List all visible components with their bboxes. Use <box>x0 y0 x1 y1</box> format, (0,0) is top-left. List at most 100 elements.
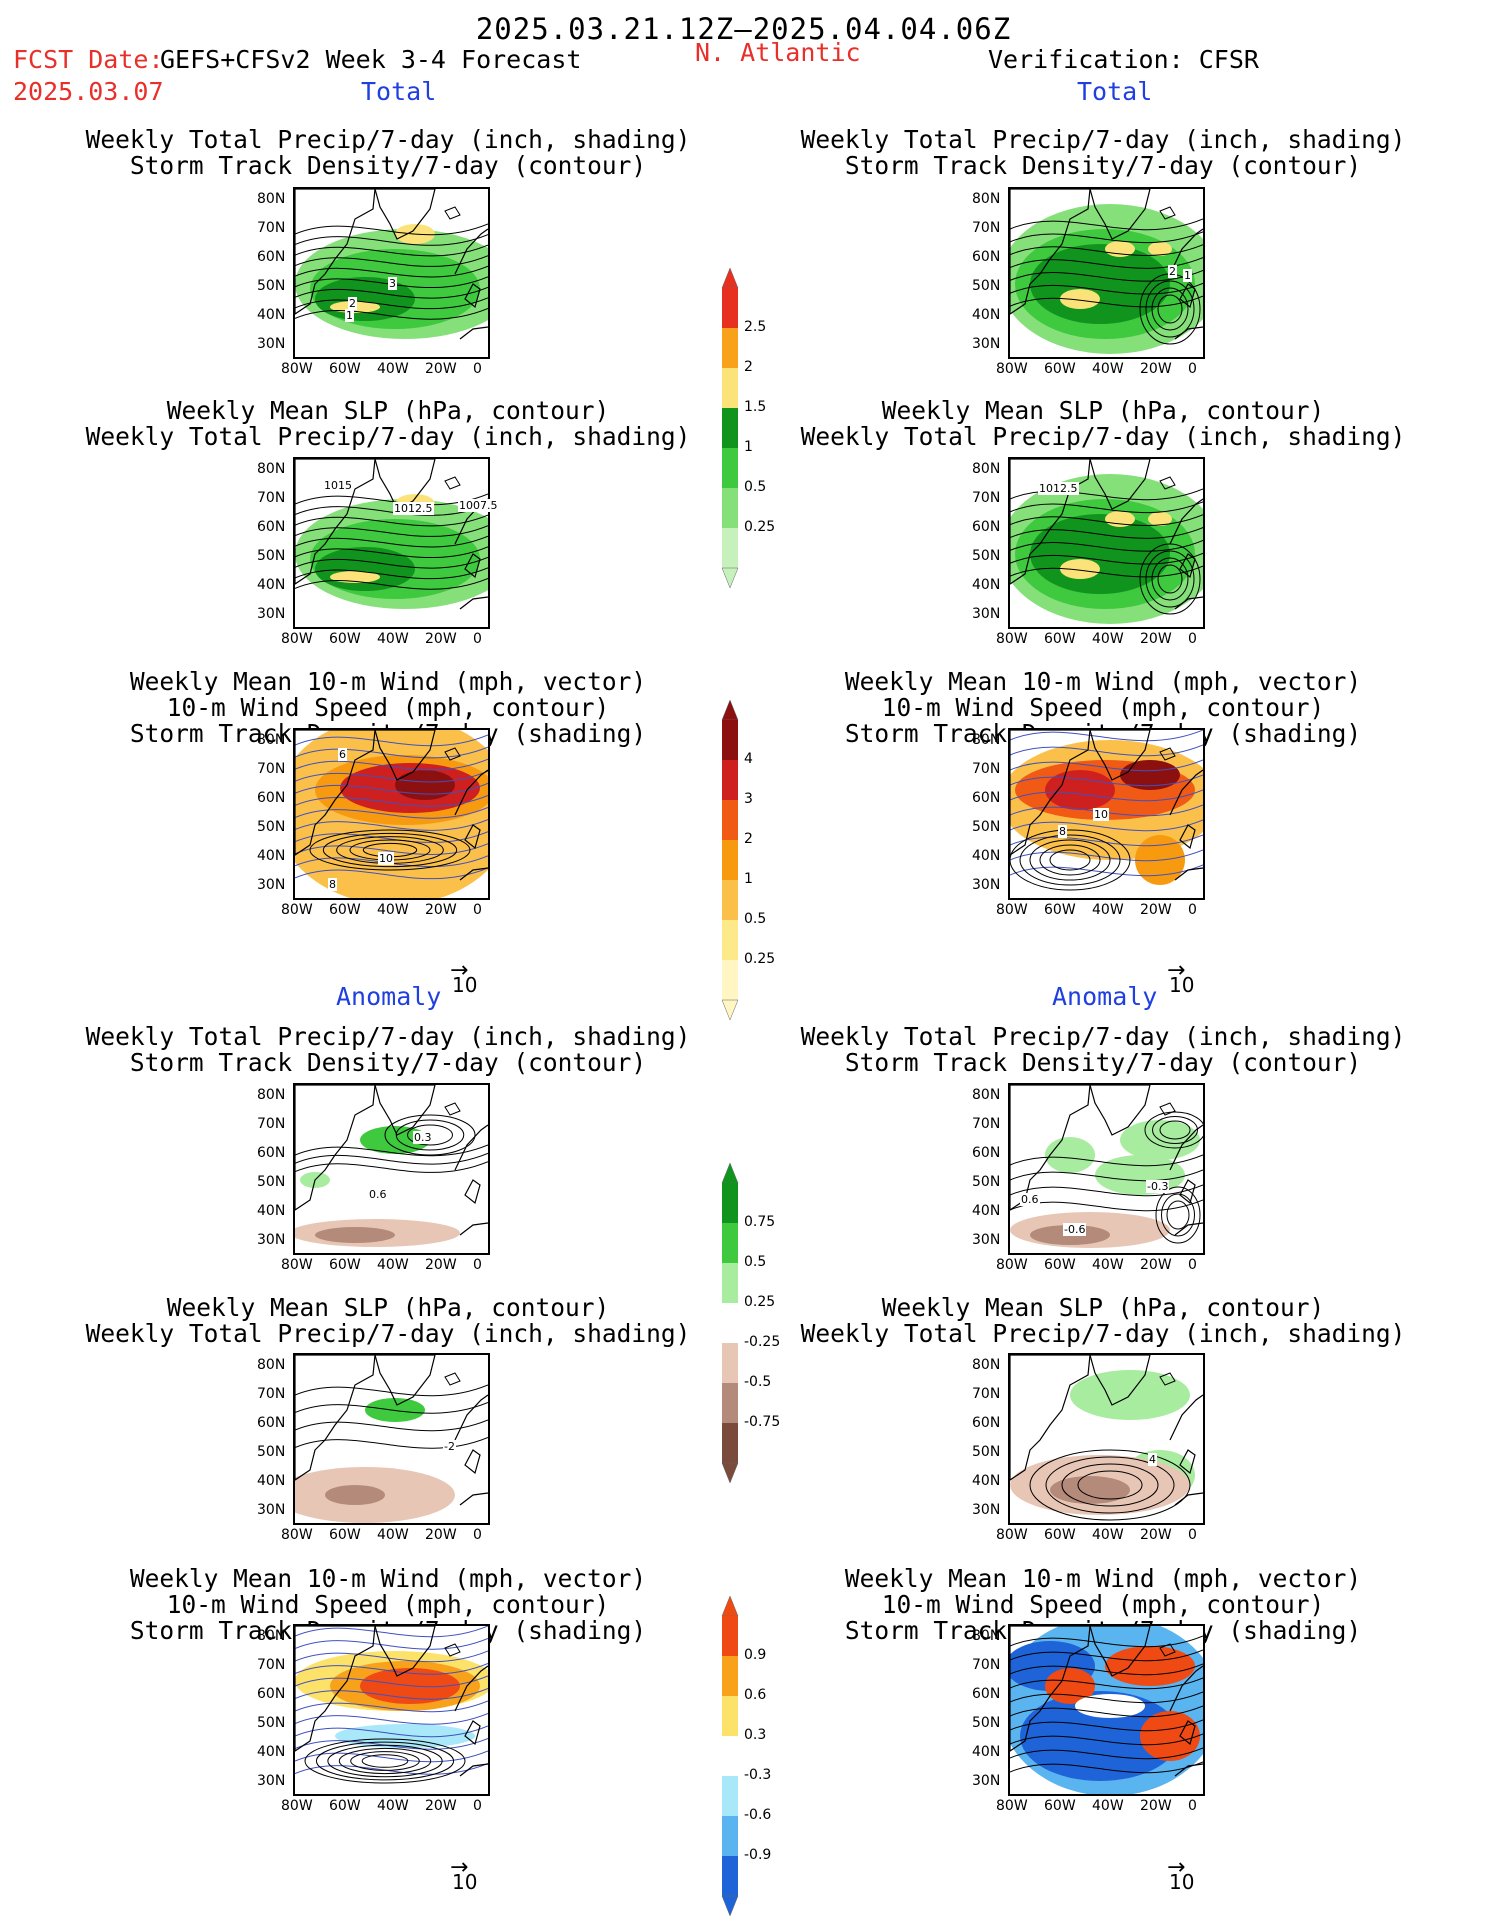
colorbar-label: 2.5 <box>744 319 767 335</box>
lon-tick-label: 40W <box>1092 902 1124 918</box>
map-panel <box>293 1083 490 1255</box>
lon-tick-label: 80W <box>281 902 313 918</box>
lat-tick-label: 40N <box>972 848 1001 864</box>
colorbar-label: -0.9 <box>744 1847 772 1863</box>
lat-tick-label: 30N <box>257 1773 286 1789</box>
lat-tick-label: 40N <box>972 307 1001 323</box>
lon-tick-label: 40W <box>377 361 409 377</box>
lon-tick-label: 0 <box>473 631 482 647</box>
lon-tick-label: 40W <box>1092 361 1124 377</box>
lat-tick-label: 70N <box>257 490 286 506</box>
lat-tick-label: 30N <box>972 606 1001 622</box>
colorbar-label: -0.25 <box>744 1334 781 1350</box>
colorbar-label: 0.9 <box>744 1647 767 1663</box>
colorbar-label: 0.6 <box>744 1687 767 1703</box>
lat-tick-label: 80N <box>257 1628 286 1644</box>
lon-tick-label: 0 <box>473 1527 482 1543</box>
lat-tick-label: 50N <box>257 1444 286 1460</box>
lon-tick-label: 0 <box>1188 902 1197 918</box>
lat-tick-label: 60N <box>972 249 1001 265</box>
lat-tick-label: 30N <box>257 877 286 893</box>
lat-tick-label: 60N <box>257 1686 286 1702</box>
colorbar <box>720 1162 740 1487</box>
lon-tick-label: 20W <box>1140 631 1172 647</box>
lat-tick-label: 50N <box>972 548 1001 564</box>
map-panel <box>1008 1353 1205 1525</box>
panel-title-line: Weekly Mean 10-m Wind (mph, vector) <box>844 667 1362 696</box>
lat-tick-label: 70N <box>257 1657 286 1673</box>
lon-tick-label: 40W <box>1092 631 1124 647</box>
panel-title-line: Storm Track Density/7-day (contour) <box>844 151 1362 180</box>
lat-tick-label: 70N <box>257 1116 286 1132</box>
vector-ref-value: 10 <box>1169 973 1195 997</box>
panel-title-line: Weekly Mean SLP (hPa, contour) <box>881 396 1325 425</box>
colorbar-label: 0.3 <box>744 1727 767 1743</box>
lat-tick-label: 60N <box>257 519 286 535</box>
lat-tick-label: 60N <box>257 249 286 265</box>
colorbar-label: 4 <box>744 751 753 767</box>
contour-label: 1 <box>345 309 354 322</box>
lat-tick-label: 80N <box>972 461 1001 477</box>
lon-tick-label: 20W <box>425 361 457 377</box>
lat-tick-label: 50N <box>972 1174 1001 1190</box>
colorbar-label: 0.25 <box>744 519 776 535</box>
lon-tick-label: 0 <box>473 1257 482 1273</box>
colorbar-label: 1 <box>744 439 753 455</box>
lon-tick-label: 60W <box>1044 902 1076 918</box>
section-total-right: Total <box>1077 77 1153 106</box>
lat-tick-label: 50N <box>972 1444 1001 1460</box>
lat-tick-label: 70N <box>972 1657 1001 1673</box>
date-range-title: 2025.03.21.12Z–2025.04.04.06Z <box>475 12 1012 46</box>
vector-ref-value: 10 <box>452 1870 478 1894</box>
lat-tick-label: 40N <box>972 1473 1001 1489</box>
contour-label: 4 <box>1148 1453 1157 1466</box>
panel-title-line: Storm Track Density/7-day (contour) <box>129 151 647 180</box>
panel-title-line: 10-m Wind Speed (mph, contour) <box>166 693 610 722</box>
model-label: GEFS+CFSv2 Week 3-4 Forecast <box>160 45 582 74</box>
panel-title-line: Weekly Total Precip/7-day (inch, shading… <box>85 125 691 154</box>
lon-tick-label: 0 <box>1188 631 1197 647</box>
map-panel <box>293 1624 490 1796</box>
colorbar-label: -0.6 <box>744 1807 772 1823</box>
map-panel <box>293 1353 490 1525</box>
lat-tick-label: 50N <box>972 819 1001 835</box>
panel-title-line: 10-m Wind Speed (mph, contour) <box>881 1590 1325 1619</box>
lat-tick-label: 30N <box>257 336 286 352</box>
lon-tick-label: 60W <box>329 361 361 377</box>
contour-label: 0.3 <box>413 1131 433 1144</box>
colorbar <box>720 699 740 1024</box>
lon-tick-label: 80W <box>996 1798 1028 1814</box>
panel-title-line: Weekly Mean 10-m Wind (mph, vector) <box>129 667 647 696</box>
lat-tick-label: 40N <box>972 1203 1001 1219</box>
lat-tick-label: 60N <box>257 790 286 806</box>
lat-tick-label: 30N <box>972 336 1001 352</box>
contour-label: 8 <box>1058 825 1067 838</box>
contour-label: 0.6 <box>1020 1193 1040 1206</box>
lon-tick-label: 80W <box>996 1527 1028 1543</box>
lat-tick-label: 60N <box>972 1145 1001 1161</box>
colorbar-label: 2 <box>744 359 753 375</box>
vector-ref-arrow: → <box>1167 958 1186 983</box>
region-label: N. Atlantic <box>695 38 861 67</box>
colorbar-label: 0.5 <box>744 1254 767 1270</box>
colorbar-label: 1 <box>744 871 753 887</box>
panel-title-line: Storm Track Density/7-day (contour) <box>129 1048 647 1077</box>
vector-ref-arrow: → <box>1167 1855 1186 1880</box>
lat-tick-label: 60N <box>972 1415 1001 1431</box>
lon-tick-label: 20W <box>425 631 457 647</box>
lon-tick-label: 40W <box>377 631 409 647</box>
contour-label: 2 <box>1168 265 1177 278</box>
map-panel <box>1008 1083 1205 1255</box>
lat-tick-label: 70N <box>972 220 1001 236</box>
lat-tick-label: 40N <box>257 1473 286 1489</box>
colorbar-label: 0.5 <box>744 911 767 927</box>
lon-tick-label: 20W <box>1140 1527 1172 1543</box>
lat-tick-label: 30N <box>257 1502 286 1518</box>
lat-tick-label: 70N <box>972 1116 1001 1132</box>
lon-tick-label: 40W <box>377 1527 409 1543</box>
lat-tick-label: 40N <box>972 577 1001 593</box>
panel-title-line: Weekly Total Precip/7-day (inch, shading… <box>800 1319 1406 1348</box>
panel-title-line: Weekly Mean SLP (hPa, contour) <box>166 396 610 425</box>
fcst-date-label: FCST Date: <box>13 45 164 74</box>
panel-title-line: Weekly Mean 10-m Wind (mph, vector) <box>129 1564 647 1593</box>
